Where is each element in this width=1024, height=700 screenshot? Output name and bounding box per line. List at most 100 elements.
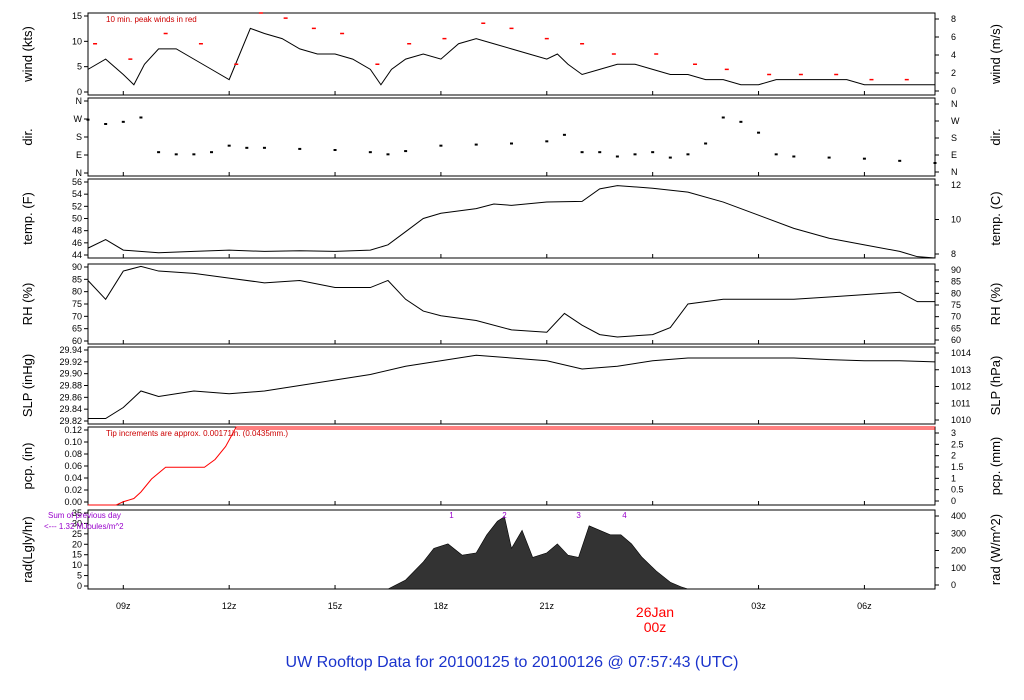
direction-point xyxy=(157,151,161,154)
left-tick-label-dir: N xyxy=(76,168,83,178)
left-tick-label-rad: 25 xyxy=(72,529,82,539)
right-tick-label-temp: 10 xyxy=(951,215,961,225)
direction-point xyxy=(633,153,637,156)
direction-point xyxy=(368,151,372,154)
ylabel-right-temp: temp. (C) xyxy=(988,191,1003,245)
left-tick-label-pcp: 0.08 xyxy=(64,449,82,459)
direction-point xyxy=(933,162,937,164)
left-tick-label-dir: S xyxy=(76,132,82,142)
right-tick-label-rad: 200 xyxy=(951,546,966,556)
right-tick-label-dir: N xyxy=(951,167,958,177)
right-tick-label-temp: 8 xyxy=(951,249,956,259)
direction-point xyxy=(104,123,108,125)
left-tick-label-rad: 30 xyxy=(72,518,82,528)
direction-point xyxy=(739,120,743,123)
date-marker-hour: 00z xyxy=(644,619,667,635)
ylabel-right-pcp: pcp. (mm) xyxy=(988,437,1003,496)
right-tick-label-rad: 100 xyxy=(951,563,966,573)
right-tick-label-rh: 75 xyxy=(951,300,961,310)
right-tick-label-rh: 90 xyxy=(951,265,961,275)
right-tick-label-rh: 70 xyxy=(951,312,961,322)
x-tick-label: 09z xyxy=(116,601,131,611)
x-tick-label: 18z xyxy=(434,601,449,611)
ylabel-left-slp: SLP (inHg) xyxy=(20,354,35,417)
series-line-slp xyxy=(88,354,936,419)
right-tick-label-slp: 1012 xyxy=(951,382,971,392)
direction-point xyxy=(139,116,143,119)
ylabel-left-wind: wind (kts) xyxy=(20,26,35,83)
right-tick-label-rad: 400 xyxy=(951,511,966,521)
left-tick-label-wind: 10 xyxy=(72,36,82,46)
direction-point xyxy=(333,149,337,151)
radiation-marker: 1 xyxy=(449,511,454,520)
series-line-temp xyxy=(87,185,936,259)
left-tick-label-temp: 44 xyxy=(72,250,82,260)
direction-point xyxy=(615,155,619,158)
right-tick-label-slp: 1010 xyxy=(951,415,971,425)
left-tick-label-slp: 29.82 xyxy=(59,416,82,426)
left-tick-label-dir: W xyxy=(74,114,83,124)
radiation-note-line1: Sum of previous day xyxy=(48,511,121,520)
direction-point xyxy=(686,153,690,156)
right-tick-label-pcp: 1.5 xyxy=(951,462,964,472)
left-tick-label-dir: N xyxy=(76,96,83,106)
direction-point xyxy=(210,151,214,154)
right-tick-label-pcp: 2 xyxy=(951,451,956,461)
direction-point xyxy=(386,153,390,156)
left-tick-label-slp: 29.86 xyxy=(59,392,82,402)
left-tick-label-rh: 75 xyxy=(72,299,82,309)
x-tick-label: 03z xyxy=(751,601,766,611)
direction-point xyxy=(439,144,443,147)
panel-frame-pcp xyxy=(87,426,936,506)
direction-point xyxy=(510,142,513,145)
wind-note: 10 min. peak winds in red xyxy=(106,15,197,24)
right-tick-label-rh: 60 xyxy=(951,335,961,345)
left-tick-label-wind: 15 xyxy=(72,11,82,21)
panel-frame-dir xyxy=(87,97,936,177)
direction-point xyxy=(598,151,602,154)
left-tick-label-dir: E xyxy=(76,150,82,160)
right-tick-label-rh: 85 xyxy=(951,277,961,287)
right-tick-label-wind: 2 xyxy=(951,68,956,78)
direction-point xyxy=(651,151,655,154)
direction-point xyxy=(898,159,902,162)
left-tick-label-wind: 5 xyxy=(77,62,82,72)
ylabel-right-dir: dir. xyxy=(988,128,1003,145)
direction-point xyxy=(668,156,672,159)
left-tick-label-pcp: 0.10 xyxy=(64,437,82,447)
direction-point xyxy=(474,143,478,146)
series-line-wind xyxy=(87,27,935,86)
ylabel-left-dir: dir. xyxy=(20,128,35,145)
right-tick-label-rad: 0 xyxy=(951,580,956,590)
right-tick-label-dir: N xyxy=(951,99,958,109)
right-tick-label-temp: 12 xyxy=(951,180,961,190)
left-tick-label-pcp: 0.00 xyxy=(64,497,82,507)
series-line-rh xyxy=(87,265,935,338)
left-tick-label-slp: 29.94 xyxy=(59,345,82,355)
left-tick-label-rad: 20 xyxy=(72,539,82,549)
direction-point xyxy=(580,151,584,154)
right-tick-label-rh: 80 xyxy=(951,288,961,298)
left-tick-label-temp: 56 xyxy=(72,177,82,187)
ylabel-left-temp: temp. (F) xyxy=(20,192,35,245)
left-tick-label-pcp: 0.12 xyxy=(64,425,82,435)
direction-point xyxy=(298,147,302,150)
right-tick-label-slp: 1013 xyxy=(951,365,971,375)
direction-point xyxy=(721,116,725,119)
left-tick-label-temp: 52 xyxy=(72,201,82,211)
direction-point xyxy=(174,153,178,156)
ylabel-right-rh: RH (%) xyxy=(988,283,1003,326)
panel-pcp: 0.00 0.02 0.04 0.06 0.08 0.10 0.12 00.5 11.52 2.5… xyxy=(20,425,1003,507)
x-tick-label: 06z xyxy=(857,601,872,611)
panel-temp: 44 46 48 50 52 54 56 8 10 12 temp. (F) temp. (C) xyxy=(20,177,1003,260)
left-tick-label-slp: 29.92 xyxy=(59,357,82,367)
right-tick-label-dir: E xyxy=(951,150,957,160)
left-tick-label-slp: 29.88 xyxy=(59,381,82,391)
ylabel-left-pcp: pcp. (in) xyxy=(20,443,35,490)
direction-point xyxy=(245,146,249,149)
direction-point xyxy=(227,144,231,147)
left-tick-label-rh: 80 xyxy=(72,287,82,297)
